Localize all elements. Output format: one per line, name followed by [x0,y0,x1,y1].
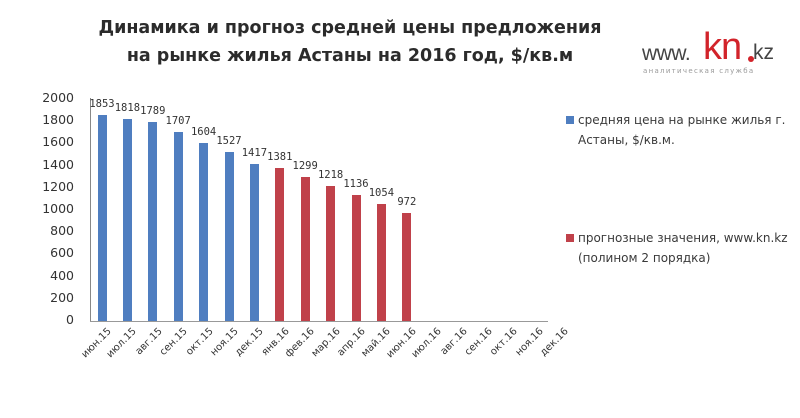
logo-www: www. [642,42,691,65]
data-label: 972 [397,196,417,209]
data-label: 1381 [267,150,293,163]
legend-swatch-blue-icon [566,116,574,124]
y-tick-label: 800 [50,223,74,239]
bar-actual [249,163,259,321]
bar-actual [122,119,132,321]
bar-forecast [300,176,310,321]
data-label: 1604 [190,125,217,138]
legend-label-forecast: прогнозные значения, www.kn.kz (полином … [578,231,788,265]
y-tick-label: 400 [50,267,74,283]
data-label: 1853 [89,98,115,111]
data-label: 1136 [343,177,369,190]
y-tick-label: 1200 [42,178,74,194]
data-label: 1218 [317,168,344,181]
x-axis-line [90,321,548,322]
chart-title: Динамика и прогноз средней цены предложе… [80,14,620,70]
data-label: 1818 [114,102,141,115]
bar-forecast [402,213,412,321]
y-tick-label: 1800 [42,112,74,128]
bar-forecast [326,185,336,321]
bar-actual [97,115,107,321]
y-tick-label: 0 [66,312,74,327]
chart-title-line2: на рынке жилья Астаны на 2016 год, $/кв.… [126,46,574,66]
y-tick-label: 200 [50,289,74,305]
legend-item-actual: средняя цена на рынке жилья г. Астаны, $… [566,110,796,150]
legend-swatch-red-icon [566,234,574,242]
y-tick-label: 1600 [42,134,74,150]
data-label: 1707 [165,114,191,127]
logo-kz: kz [753,41,774,64]
data-label: 1789 [140,105,166,118]
data-label: 1527 [216,134,242,147]
logo-dot-icon [748,56,754,62]
data-label: 1054 [368,187,395,199]
kn-kz-logo: www. kn kz аналитическая служба [640,26,800,76]
bar-actual [199,142,209,321]
data-label: 1417 [241,146,268,159]
plot-area [91,98,548,321]
y-tick-label: 1000 [42,201,74,216]
y-tick-label: 600 [50,245,74,261]
bar-forecast [275,167,285,321]
legend-item-forecast: прогнозные значения, www.kn.kz (полином … [566,228,796,268]
bar-forecast [376,204,386,321]
y-tick-label: 2000 [42,90,74,105]
bar-actual [173,131,183,321]
chart-title-line1: Динамика и прогноз средней цены предложе… [98,18,602,38]
data-label: 1299 [292,159,318,172]
y-tick-label: 1400 [42,156,74,172]
logo-kn: kn [703,26,742,68]
bar-forecast [351,194,361,321]
logo-subtitle: аналитическая служба [643,67,755,75]
bar-actual [148,122,158,321]
y-axis-line [90,98,91,322]
bar-actual [224,151,234,321]
legend-label-actual: средняя цена на рынке жилья г. Астаны, $… [578,113,786,147]
